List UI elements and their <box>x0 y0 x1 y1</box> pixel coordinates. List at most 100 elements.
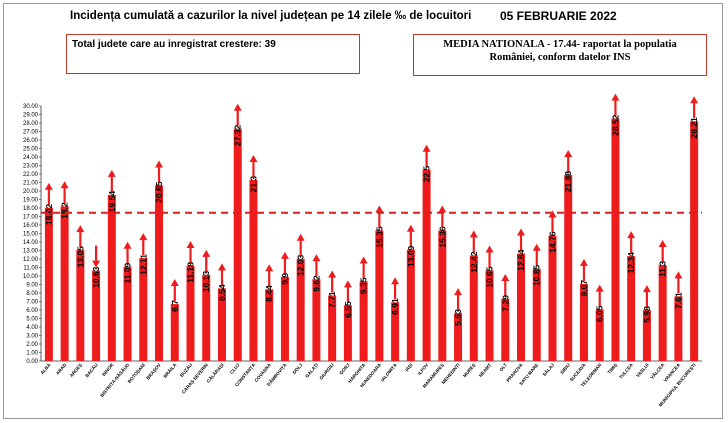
bar-value-label: 12.34 <box>626 252 636 274</box>
trend-up-arrow-head <box>123 241 132 249</box>
bar-value-label: 7.71 <box>327 291 337 308</box>
x-category-label: SĂLAJ <box>541 361 556 377</box>
bar-value-label: 9.9 <box>280 273 290 285</box>
bar <box>658 264 667 361</box>
trend-up-arrow-head <box>658 239 667 247</box>
y-tick-label: 30.00 <box>23 104 39 110</box>
trend-up-arrow-head <box>233 103 242 111</box>
trend-up-arrow-head <box>343 280 352 288</box>
trend-down-arrow-head <box>92 260 101 268</box>
trend-up-arrow-head <box>690 96 699 104</box>
bar <box>469 255 478 361</box>
trend-up-arrow-head <box>611 93 620 101</box>
bar-value-label: 21.88 <box>563 171 573 193</box>
bar-value-label: 11.18 <box>186 262 196 283</box>
y-tick-label: 2.00 <box>26 342 38 348</box>
trend-up-arrow-head <box>485 245 494 253</box>
y-tick-label: 20.00 <box>23 189 39 195</box>
y-tick-label: 21.00 <box>23 181 39 187</box>
bar <box>674 296 683 361</box>
trend-up-arrow-head <box>296 233 305 241</box>
bar <box>611 118 620 361</box>
bar-value-label: 6.91 <box>390 298 400 315</box>
bar-value-label: 12.64 <box>516 249 526 271</box>
bar <box>406 249 415 361</box>
x-category-label: CLUJ <box>229 362 241 375</box>
bar-value-label: 9.07 <box>579 280 589 297</box>
trend-up-arrow-head <box>422 144 431 152</box>
bar <box>343 305 352 361</box>
y-tick-label: 12.00 <box>23 257 39 263</box>
bar-value-label: 10.65 <box>485 266 495 288</box>
bar-value-label: 7.61 <box>673 292 683 309</box>
report-date: 05 FEBRUARIE 2022 <box>500 9 617 23</box>
trend-up-arrow-head <box>202 249 211 257</box>
x-category-label: OLT <box>499 362 509 372</box>
bar <box>375 230 384 361</box>
bar <box>328 295 337 361</box>
trend-up-arrow-head <box>249 154 258 162</box>
bar-value-label: 6.05 <box>595 305 605 322</box>
bar <box>202 274 211 361</box>
y-tick-label: 27.00 <box>23 130 39 136</box>
bar-value-label: 21.3 <box>248 176 258 193</box>
bar <box>123 266 132 361</box>
x-category-label: ILFOV <box>417 362 430 376</box>
x-category-label: BUZĂU <box>178 361 193 378</box>
x-category-label: ARAD <box>55 362 68 376</box>
bar <box>517 253 526 361</box>
x-category-label: VÂLCEA <box>649 361 666 380</box>
trend-up-arrow-head <box>44 182 53 190</box>
bar-value-label: 7.29 <box>500 295 510 312</box>
counties-increase-text: Total judete care au inregistrat crester… <box>72 39 276 50</box>
bar <box>422 169 431 361</box>
national-average-line1: MEDIA NATIONALA - 17.44- raportat la pop… <box>443 39 677 50</box>
national-average-box: MEDIA NATIONALA - 17.44- raportat la pop… <box>413 34 707 76</box>
bar-value-label: 28.21 <box>689 117 699 139</box>
bar <box>642 310 651 361</box>
bar <box>690 121 699 361</box>
trend-up-arrow-head <box>454 288 463 296</box>
y-tick-label: 7.00 <box>26 300 38 306</box>
x-category-label: MUREȘ <box>462 362 477 379</box>
trend-up-arrow-head <box>579 258 588 266</box>
y-tick-label: 19.00 <box>23 198 39 204</box>
trend-up-arrow-head <box>642 285 651 293</box>
x-category-label: GIURGIU <box>318 362 335 381</box>
bar-value-label: 18.02 <box>44 204 54 226</box>
bar <box>595 309 604 361</box>
bar <box>44 207 53 361</box>
x-category-label: BIHOR <box>101 362 115 377</box>
trend-up-arrow-head <box>501 274 510 282</box>
y-tick-label: 26.00 <box>23 138 39 144</box>
trend-up-arrow-head <box>359 256 368 264</box>
bar <box>532 268 541 361</box>
y-tick-label: 23.00 <box>23 164 39 170</box>
x-category-label: NEAMȚ <box>478 362 492 378</box>
trend-up-arrow-head <box>391 277 400 285</box>
bar <box>438 230 447 361</box>
y-tick-label: 1.00 <box>26 351 38 357</box>
trend-up-arrow-head <box>406 224 415 232</box>
chart-title: Incidența cumulată a cazurilor la nivel … <box>70 10 472 22</box>
counties-increase-box: Total judete care au inregistrat crester… <box>66 34 360 74</box>
bar-value-label: 28.52 <box>610 114 620 136</box>
x-category-label: TIMIȘ <box>607 362 619 375</box>
x-category-label: GORJ <box>338 362 350 376</box>
y-tick-label: 28.00 <box>23 121 39 127</box>
y-tick-label: 11.00 <box>23 266 38 272</box>
bar-value-label: 19.54 <box>107 191 117 213</box>
bar <box>92 270 101 361</box>
bar-value-label: 9.35 <box>359 277 369 294</box>
bar <box>76 250 85 361</box>
bar-value-label: 14.76 <box>547 231 557 253</box>
bar-value-label: 20.65 <box>154 181 164 203</box>
bar-value-label: 13.05 <box>75 246 85 268</box>
y-tick-label: 0.00 <box>26 359 38 365</box>
x-category-label: TULCEA <box>618 362 634 380</box>
trend-up-arrow-head <box>627 231 636 239</box>
x-category-label: BRĂILA <box>162 361 178 379</box>
bar-value-label: 6.7 <box>170 300 180 312</box>
x-category-label: SIBIU <box>559 362 571 375</box>
